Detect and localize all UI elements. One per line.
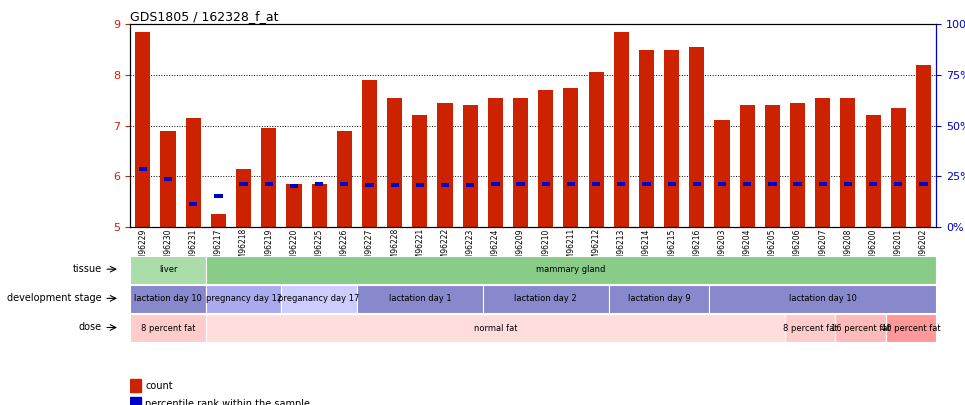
Text: tissue: tissue bbox=[72, 264, 101, 274]
Text: 8 percent fat: 8 percent fat bbox=[783, 324, 838, 333]
Bar bbox=[130, 285, 206, 313]
Bar bbox=[790, 103, 805, 227]
Text: preganancy day 17: preganancy day 17 bbox=[279, 294, 360, 303]
Bar bbox=[135, 32, 151, 227]
Bar bbox=[387, 98, 402, 227]
Bar bbox=[130, 397, 141, 405]
Bar bbox=[441, 183, 449, 187]
Bar bbox=[340, 182, 348, 186]
Bar bbox=[482, 285, 609, 313]
Bar bbox=[743, 182, 752, 186]
Bar bbox=[618, 182, 625, 186]
Bar bbox=[768, 182, 777, 186]
Bar bbox=[836, 314, 886, 342]
Bar bbox=[614, 32, 629, 227]
Bar bbox=[815, 98, 830, 227]
Bar bbox=[785, 314, 836, 342]
Bar bbox=[868, 182, 877, 186]
Bar bbox=[718, 182, 727, 186]
Bar bbox=[818, 182, 827, 186]
Text: mammary gland: mammary gland bbox=[537, 265, 606, 274]
Bar bbox=[566, 182, 575, 186]
Bar bbox=[206, 314, 785, 342]
Text: lactation day 10: lactation day 10 bbox=[788, 294, 857, 303]
Bar bbox=[139, 166, 147, 171]
Bar bbox=[891, 108, 906, 227]
Text: 16 percent fat: 16 percent fat bbox=[831, 324, 891, 333]
Bar bbox=[916, 65, 931, 227]
Text: lactation day 2: lactation day 2 bbox=[514, 294, 577, 303]
Bar bbox=[160, 130, 176, 227]
Bar bbox=[564, 87, 578, 227]
Bar bbox=[210, 214, 226, 227]
Bar bbox=[130, 314, 206, 342]
Bar bbox=[592, 182, 600, 186]
Bar bbox=[130, 379, 141, 392]
Bar bbox=[765, 105, 780, 227]
Bar bbox=[315, 182, 323, 186]
Bar bbox=[206, 285, 282, 313]
Bar bbox=[866, 115, 881, 227]
Bar bbox=[709, 285, 936, 313]
Bar bbox=[639, 50, 654, 227]
Bar bbox=[895, 182, 902, 186]
Bar bbox=[366, 183, 373, 187]
Bar bbox=[488, 98, 503, 227]
Text: GDS1805 / 162328_f_at: GDS1805 / 162328_f_at bbox=[130, 10, 279, 23]
Bar bbox=[416, 183, 424, 187]
Bar bbox=[693, 182, 701, 186]
Bar bbox=[239, 182, 248, 186]
Bar bbox=[290, 184, 298, 188]
Text: lactation day 9: lactation day 9 bbox=[628, 294, 690, 303]
Bar bbox=[886, 314, 936, 342]
Bar bbox=[668, 182, 676, 186]
Bar bbox=[541, 182, 550, 186]
Text: liver: liver bbox=[159, 265, 178, 274]
Bar bbox=[538, 90, 553, 227]
Bar bbox=[189, 202, 198, 206]
Bar bbox=[164, 177, 172, 181]
Bar bbox=[466, 183, 475, 187]
Bar bbox=[714, 121, 730, 227]
Bar bbox=[391, 183, 399, 187]
Bar bbox=[130, 256, 206, 284]
Bar bbox=[437, 103, 453, 227]
Bar bbox=[262, 128, 276, 227]
Text: 8 percent fat: 8 percent fat bbox=[141, 324, 195, 333]
Bar bbox=[609, 285, 709, 313]
Bar bbox=[793, 182, 802, 186]
Bar bbox=[312, 184, 327, 227]
Bar bbox=[841, 98, 855, 227]
Text: development stage: development stage bbox=[7, 293, 101, 303]
Bar bbox=[491, 182, 500, 186]
Bar bbox=[412, 115, 427, 227]
Text: normal fat: normal fat bbox=[474, 324, 517, 333]
Bar bbox=[664, 50, 679, 227]
Bar bbox=[214, 194, 223, 198]
Bar bbox=[462, 105, 478, 227]
Bar bbox=[236, 168, 251, 227]
Bar bbox=[739, 105, 755, 227]
Bar bbox=[643, 182, 650, 186]
Bar bbox=[689, 47, 704, 227]
Text: lactation day 10: lactation day 10 bbox=[134, 294, 202, 303]
Text: 40 percent fat: 40 percent fat bbox=[881, 324, 941, 333]
Bar bbox=[843, 182, 852, 186]
Text: dose: dose bbox=[78, 322, 101, 333]
Bar bbox=[337, 130, 352, 227]
Bar bbox=[589, 72, 604, 227]
Bar bbox=[185, 118, 201, 227]
Bar bbox=[362, 80, 377, 227]
Bar bbox=[287, 184, 301, 227]
Bar bbox=[264, 182, 273, 186]
Text: pregnancy day 12: pregnancy day 12 bbox=[206, 294, 282, 303]
Text: percentile rank within the sample: percentile rank within the sample bbox=[146, 399, 311, 405]
Bar bbox=[513, 98, 528, 227]
Text: lactation day 1: lactation day 1 bbox=[389, 294, 452, 303]
Bar bbox=[516, 182, 525, 186]
Bar bbox=[920, 182, 927, 186]
Text: count: count bbox=[146, 381, 173, 391]
Bar bbox=[282, 285, 357, 313]
Bar bbox=[357, 285, 482, 313]
